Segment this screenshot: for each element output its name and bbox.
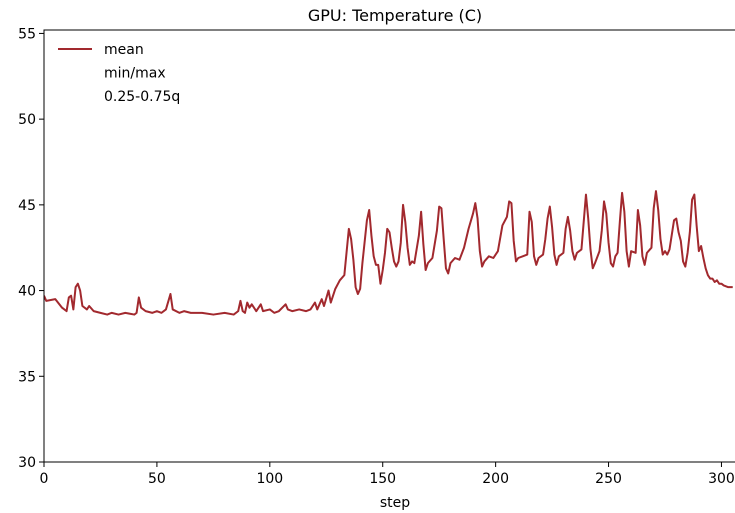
ticks: 30 35 40 45 50 55 0 50 100 150 200 250 300: [18, 26, 735, 487]
y-tick-label: 30: [18, 455, 36, 471]
axes-frame: [43, 29, 735, 463]
x-tick-label: 0: [40, 471, 49, 487]
series-line: [44, 190, 733, 316]
x-tick-label: 150: [369, 471, 396, 487]
chart-title: GPU: Temperature (C): [308, 6, 482, 25]
legend-label: min/max: [104, 66, 166, 82]
y-tick-label: 40: [18, 284, 36, 300]
x-axis-label: step: [380, 495, 410, 511]
plot-area: [44, 190, 733, 316]
x-tick-label: 50: [148, 471, 166, 487]
y-tick-label: 35: [18, 369, 36, 385]
y-tick-label: 45: [18, 198, 36, 214]
x-tick-label: 250: [595, 471, 622, 487]
legend: mean min/max 0.25-0.75q: [58, 42, 180, 105]
x-tick-label: 300: [708, 471, 735, 487]
legend-label: mean: [104, 42, 144, 58]
legend-label: 0.25-0.75q: [104, 89, 180, 105]
x-tick-label: 200: [482, 471, 509, 487]
x-tick-label: 100: [256, 471, 283, 487]
y-tick-label: 55: [18, 26, 36, 42]
y-tick-label: 50: [18, 112, 36, 128]
